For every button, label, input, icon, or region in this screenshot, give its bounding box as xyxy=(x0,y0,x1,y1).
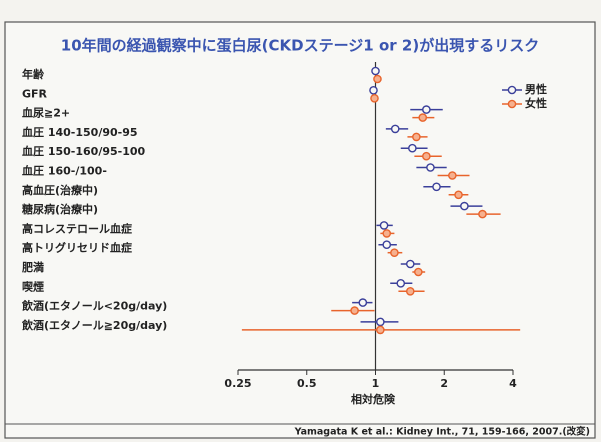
row-label: GFR xyxy=(22,87,48,100)
row-label: 血圧 140-150/90-95 xyxy=(22,125,138,139)
source: Yamagata K et al.: Kidney Int., 71, 159-… xyxy=(294,426,590,438)
x-tick-label: 0.25 xyxy=(224,377,251,390)
point xyxy=(370,94,379,103)
point xyxy=(460,201,469,211)
row-label: 肥満 xyxy=(22,260,44,274)
point xyxy=(414,267,423,277)
row-label: 高血圧(治療中) xyxy=(22,183,98,197)
point xyxy=(369,86,378,95)
row-label: 血圧 150-160/95-100 xyxy=(22,144,146,158)
point xyxy=(478,209,487,219)
point xyxy=(412,132,421,142)
point xyxy=(426,163,435,172)
frame xyxy=(4,21,596,439)
point xyxy=(418,113,428,122)
legend-marker xyxy=(507,85,517,95)
row-label: 年齢 xyxy=(22,67,45,81)
point xyxy=(376,325,385,335)
row-label: 飲酒(エタノール≧20g/day) xyxy=(21,318,167,332)
x-tick-label: 0.5 xyxy=(297,377,317,390)
row-label: 糖尿病(治療中) xyxy=(22,202,98,216)
legend-label: 女性 xyxy=(525,96,547,110)
footer-box xyxy=(4,423,596,439)
point xyxy=(390,124,400,134)
point xyxy=(350,306,359,315)
row-label: 高コレステロール血症 xyxy=(22,221,132,235)
point xyxy=(371,66,380,76)
point xyxy=(382,229,392,238)
point xyxy=(382,240,392,249)
point xyxy=(405,286,415,296)
chart-title: 10年間の経過観察中に蛋白尿(CKDステージ1 or 2)が出現するリスク xyxy=(61,37,539,55)
legend-marker xyxy=(507,99,517,109)
x-tick-label: 2 xyxy=(440,377,448,390)
point xyxy=(422,105,431,114)
row-label: 血尿≧2+ xyxy=(22,106,70,120)
point xyxy=(390,248,399,257)
legend-label: 男性 xyxy=(525,82,547,96)
x-tick-label: 4 xyxy=(509,377,517,390)
point xyxy=(454,190,463,200)
row-label: 高トリグリセリド血症 xyxy=(22,241,132,255)
x-tick-label: 1 xyxy=(372,377,380,390)
point xyxy=(422,151,431,161)
row-label: 飲酒(エタノール<20g/day) xyxy=(21,299,167,313)
point xyxy=(408,143,417,153)
row-label: 血圧 160-/100- xyxy=(22,164,107,178)
point xyxy=(376,317,385,327)
x-axis-label: 相対危険 xyxy=(351,392,396,406)
point xyxy=(396,278,406,288)
point xyxy=(448,171,457,180)
point xyxy=(405,259,415,269)
point xyxy=(358,298,368,307)
point xyxy=(373,74,382,84)
point xyxy=(432,182,441,192)
row-label: 喫煙 xyxy=(22,279,44,293)
point xyxy=(379,221,389,230)
